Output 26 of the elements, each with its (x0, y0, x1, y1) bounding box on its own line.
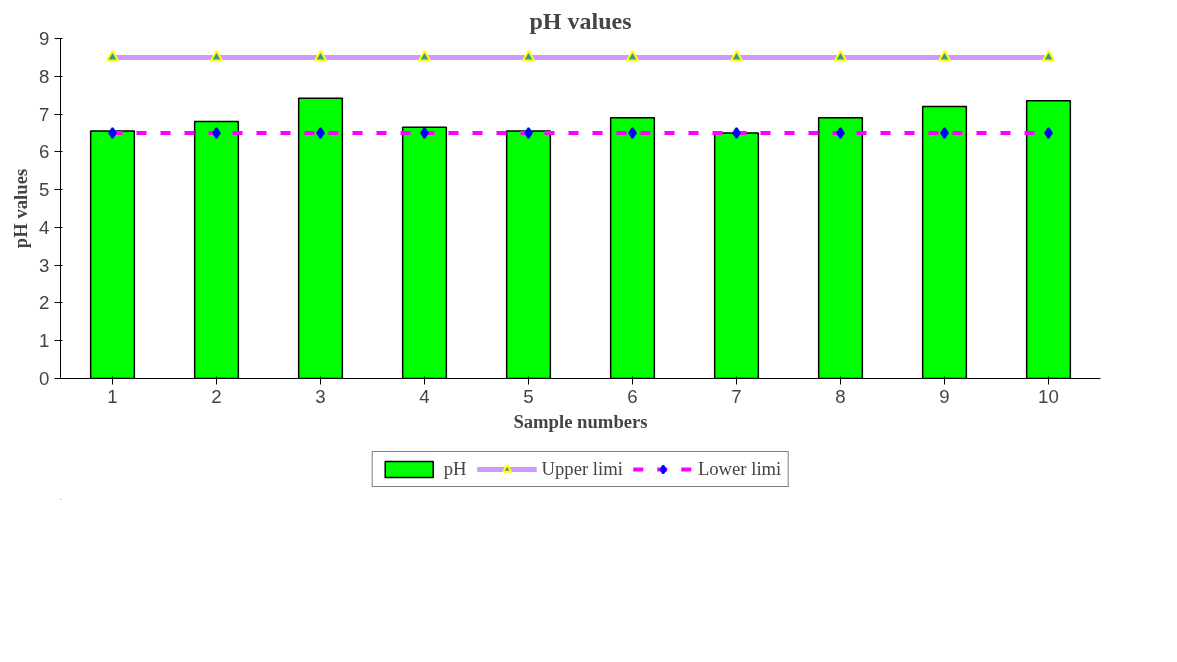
x-tick-label: 2 (211, 385, 222, 407)
y-tick-label: 6 (39, 141, 50, 163)
x-tick-label: 1 (107, 385, 118, 407)
y-tick-label: 4 (39, 216, 50, 238)
y-tick-label: 9 (39, 28, 50, 49)
x-axis-title: Sample numbers (513, 410, 648, 432)
legend-label: pH (443, 458, 467, 480)
y-axis-title: pH values (10, 168, 32, 249)
x-tick-label: 6 (627, 385, 638, 407)
x-tick-label: 10 (1038, 385, 1059, 407)
legend-label: Upper limi (541, 458, 623, 480)
y-tick-label: 1 (39, 330, 50, 352)
x-tick-label: 3 (315, 385, 326, 407)
x-tick-label: 4 (419, 385, 430, 407)
y-tick-label: 5 (39, 179, 50, 201)
y-tick-label: 0 (39, 368, 50, 389)
x-tick-label: 9 (939, 385, 950, 407)
x-tick-label: 7 (731, 385, 742, 407)
y-tick-label: 2 (39, 292, 50, 314)
y-tick-label: 8 (39, 65, 50, 87)
x-tick-label: 5 (523, 385, 534, 407)
y-tick-label: 7 (39, 103, 50, 125)
x-tick-label: 8 (835, 385, 846, 407)
y-tick-label: 3 (39, 254, 50, 276)
legend-label: Lower limi (697, 458, 782, 480)
chart-title: pH values (529, 7, 632, 34)
